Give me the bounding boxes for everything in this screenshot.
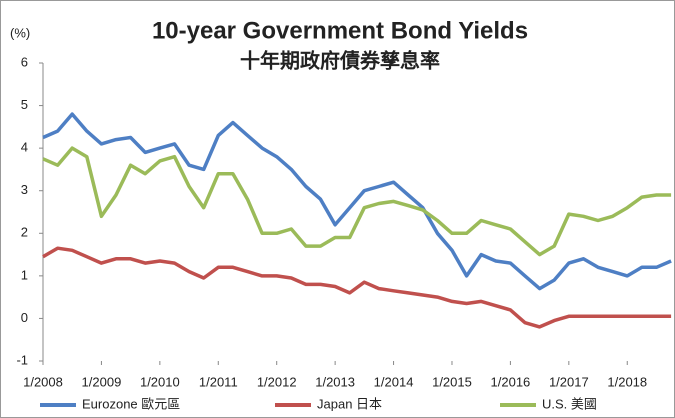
x-tick-label: 1/2018 — [607, 374, 647, 389]
chart-title: 10-year Government Bond Yields — [152, 17, 528, 44]
y-tick-label: 4 — [21, 140, 28, 155]
series-line — [42, 146, 672, 257]
y-tick-label: 3 — [21, 182, 28, 197]
legend-label: Eurozone 歐元區 — [82, 396, 180, 411]
series-line — [42, 112, 672, 291]
legend-label: U.S. 美國 — [542, 396, 597, 411]
y-tick-label: 2 — [21, 225, 28, 240]
x-tick-label: 1/2008 — [23, 374, 63, 389]
x-tick-label: 1/2012 — [257, 374, 297, 389]
x-tick-label: 1/2014 — [374, 374, 414, 389]
x-tick-label: 1/2011 — [199, 374, 238, 389]
y-tick-label: 6 — [21, 54, 28, 69]
y-tick-label: 1 — [21, 267, 28, 282]
series-line — [42, 246, 672, 329]
x-tick-label: 1/2017 — [549, 374, 589, 389]
y-axis-label: (%) — [10, 25, 30, 40]
x-tick-label: 1/2010 — [140, 374, 180, 389]
x-tick-label: 1/2009 — [82, 374, 122, 389]
y-tick-label: -1 — [16, 352, 28, 367]
legend-label: Japan 日本 — [317, 396, 382, 411]
y-tick-label: 0 — [21, 310, 28, 325]
x-tick-label: 1/2016 — [491, 374, 531, 389]
x-tick-label: 1/2015 — [432, 374, 472, 389]
chart-subtitle: 十年期政府債券孳息率 — [240, 48, 440, 72]
y-tick-label: 5 — [21, 97, 28, 112]
x-tick-label: 1/2013 — [315, 374, 355, 389]
